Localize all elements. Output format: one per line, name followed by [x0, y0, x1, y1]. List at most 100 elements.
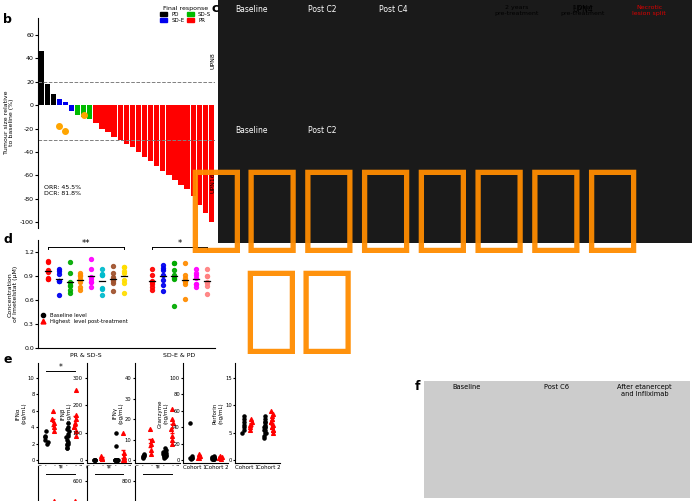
Point — [53, 265, 64, 273]
Point — [146, 435, 157, 443]
Point — [259, 434, 270, 442]
Bar — [39, 52, 44, 105]
Point — [61, 433, 72, 441]
Text: Post C4: Post C4 — [379, 5, 408, 14]
Point — [158, 271, 169, 279]
Point — [70, 427, 81, 435]
Point — [260, 420, 271, 428]
Point — [146, 450, 157, 458]
Bar — [129, 105, 135, 147]
Point — [86, 278, 97, 286]
Point — [86, 255, 97, 263]
Point — [75, 272, 86, 280]
Point — [118, 456, 129, 464]
Point — [187, 454, 198, 462]
Point — [139, 452, 150, 460]
Point — [201, 272, 212, 280]
Point — [169, 271, 180, 279]
Text: Post C2: Post C2 — [308, 5, 336, 14]
Point — [190, 280, 201, 288]
Bar — [44, 84, 50, 105]
Point — [39, 433, 51, 441]
Point — [42, 266, 53, 274]
Point — [75, 269, 86, 277]
Point — [46, 415, 57, 423]
Text: Baseline: Baseline — [235, 5, 267, 14]
Point — [169, 266, 180, 274]
Point — [239, 418, 250, 426]
Point — [69, 419, 80, 427]
Point — [110, 456, 121, 464]
Point — [118, 289, 129, 297]
Point — [64, 289, 75, 297]
Y-axis label: IFNα
(pg/mL): IFNα (pg/mL) — [16, 402, 26, 424]
Point — [209, 452, 220, 460]
Bar — [136, 105, 141, 152]
Text: UPN16: UPN16 — [210, 172, 216, 192]
Bar — [118, 105, 123, 140]
Point — [260, 429, 271, 437]
Point — [246, 418, 257, 426]
Point — [75, 284, 86, 292]
Point — [53, 277, 64, 285]
Point — [110, 429, 121, 437]
Point — [75, 286, 86, 294]
Point — [166, 415, 177, 423]
Point — [158, 287, 169, 295]
Point — [201, 290, 212, 298]
Point — [112, 456, 123, 464]
Point — [260, 423, 271, 431]
Point — [214, 452, 225, 460]
Bar — [203, 105, 208, 213]
Point — [160, 444, 171, 452]
Point — [244, 426, 255, 434]
Point — [42, 438, 53, 446]
Text: Baseline: Baseline — [452, 384, 480, 390]
Point — [161, 446, 172, 454]
Point — [147, 277, 158, 285]
Point — [158, 452, 170, 460]
Point — [69, 423, 80, 431]
Point — [207, 454, 218, 462]
Point — [167, 405, 178, 413]
Point — [190, 280, 201, 288]
Point — [64, 270, 75, 278]
Point — [194, 449, 205, 457]
Bar — [197, 105, 202, 204]
Point — [138, 452, 149, 460]
Bar — [69, 105, 74, 111]
Bar — [160, 105, 165, 171]
Point — [138, 454, 149, 462]
Bar — [172, 105, 178, 180]
Point — [214, 454, 225, 462]
Point — [179, 274, 190, 282]
Point — [107, 275, 118, 283]
Point — [138, 450, 149, 458]
Text: 2 years
pre-treatment: 2 years pre-treatment — [494, 5, 539, 16]
Point — [207, 454, 218, 462]
Bar — [148, 105, 154, 161]
Point — [201, 272, 212, 280]
Point — [167, 435, 178, 443]
Bar — [166, 105, 172, 175]
Point — [201, 265, 212, 273]
Text: UPN8: UPN8 — [210, 53, 216, 69]
Point — [260, 418, 271, 426]
Point — [96, 452, 107, 460]
Point — [64, 259, 75, 267]
Point — [97, 266, 108, 274]
Bar — [209, 105, 214, 222]
Point — [109, 456, 120, 464]
Text: UPN4: UPN4 — [572, 5, 593, 14]
Point — [53, 267, 64, 275]
Point — [158, 265, 169, 273]
Legend: PD, SD-E, SD-S, PR: PD, SD-E, SD-S, PR — [158, 4, 214, 25]
Point — [97, 284, 108, 292]
Point — [53, 270, 64, 278]
Point — [90, 456, 101, 464]
Text: **: ** — [82, 239, 90, 248]
Text: 去计算，折叠屏，: 去计算，折叠屏， — [187, 164, 641, 257]
Point — [208, 454, 219, 462]
Point — [207, 453, 218, 461]
Text: f: f — [415, 380, 421, 393]
